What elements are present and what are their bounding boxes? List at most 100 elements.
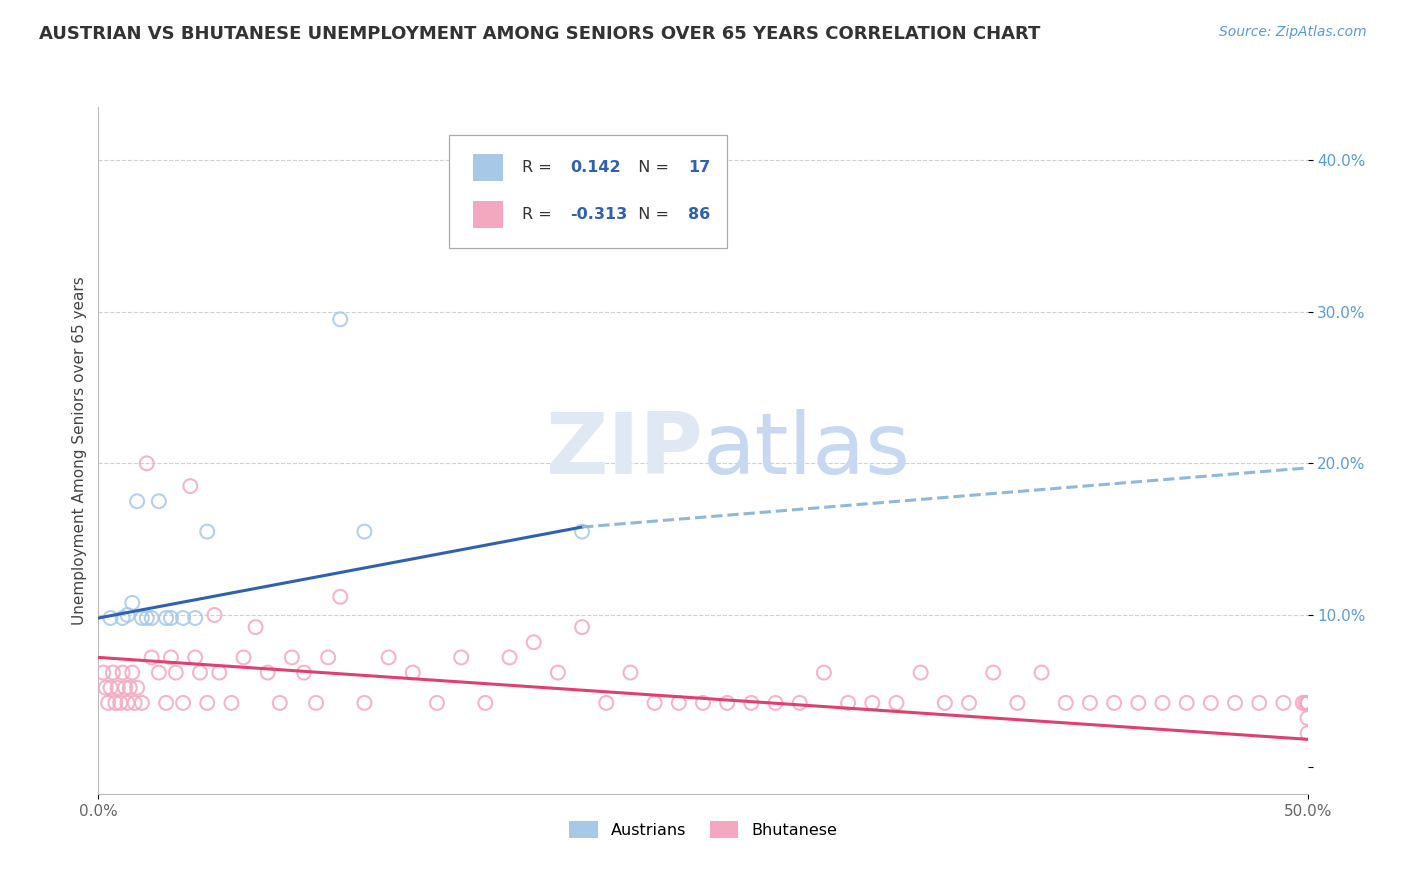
Point xyxy=(184,650,207,665)
Bar xyxy=(474,154,503,181)
Point xyxy=(204,607,226,622)
Point xyxy=(100,681,122,695)
Point xyxy=(1199,696,1222,710)
Point xyxy=(245,620,267,634)
Point xyxy=(813,665,835,680)
Text: R =: R = xyxy=(522,207,561,222)
Point xyxy=(292,665,315,680)
Point xyxy=(305,696,328,710)
Point xyxy=(571,524,593,539)
Point xyxy=(377,650,399,665)
Point xyxy=(1249,696,1271,710)
Point xyxy=(256,665,278,680)
Point xyxy=(426,696,449,710)
Point xyxy=(118,681,141,695)
Point xyxy=(716,696,738,710)
Point xyxy=(160,611,183,625)
Point xyxy=(547,665,569,680)
Point xyxy=(155,611,177,625)
Point xyxy=(668,696,690,710)
Point xyxy=(188,665,211,680)
Point xyxy=(131,611,153,625)
Point xyxy=(107,681,129,695)
Point xyxy=(121,596,143,610)
Point xyxy=(141,650,163,665)
Point xyxy=(172,611,194,625)
Point xyxy=(837,696,859,710)
Point xyxy=(111,611,134,625)
Point xyxy=(100,611,122,625)
Point xyxy=(316,650,339,665)
Point xyxy=(117,696,139,710)
Point xyxy=(329,590,352,604)
Point xyxy=(1223,696,1246,710)
Point xyxy=(886,696,908,710)
Bar xyxy=(474,201,503,228)
Legend: Austrians, Bhutanese: Austrians, Bhutanese xyxy=(562,815,844,844)
Point xyxy=(1296,711,1319,725)
Point xyxy=(91,665,114,680)
Point xyxy=(111,665,134,680)
Point xyxy=(155,696,177,710)
Text: R =: R = xyxy=(522,161,561,175)
Point xyxy=(1078,696,1101,710)
Point xyxy=(1296,696,1319,710)
Point xyxy=(1296,696,1319,710)
Point xyxy=(117,607,139,622)
Text: N =: N = xyxy=(628,207,673,222)
Point xyxy=(1007,696,1029,710)
Text: N =: N = xyxy=(628,161,673,175)
Point xyxy=(1294,696,1316,710)
Point xyxy=(789,696,811,710)
Point xyxy=(523,635,546,649)
Point xyxy=(1128,696,1150,710)
Text: atlas: atlas xyxy=(703,409,911,492)
Point xyxy=(127,494,149,508)
Point xyxy=(269,696,291,710)
Point xyxy=(94,681,117,695)
Point xyxy=(141,611,163,625)
Text: 17: 17 xyxy=(689,161,711,175)
Point xyxy=(1296,696,1319,710)
Point xyxy=(281,650,304,665)
Point xyxy=(765,696,787,710)
Point xyxy=(450,650,472,665)
Point xyxy=(353,524,375,539)
Point xyxy=(131,696,153,710)
Point xyxy=(1102,696,1125,710)
Point xyxy=(1031,665,1053,680)
Point xyxy=(127,681,149,695)
Point xyxy=(135,611,157,625)
Text: Source: ZipAtlas.com: Source: ZipAtlas.com xyxy=(1219,25,1367,39)
Point xyxy=(124,696,146,710)
Point xyxy=(208,665,231,680)
Point xyxy=(474,696,496,710)
Point xyxy=(1296,696,1319,710)
Point xyxy=(195,524,218,539)
Point xyxy=(957,696,980,710)
Point xyxy=(148,665,170,680)
Point xyxy=(121,665,143,680)
Point xyxy=(1054,696,1077,710)
Y-axis label: Unemployment Among Seniors over 65 years: Unemployment Among Seniors over 65 years xyxy=(72,277,87,624)
Text: ZIP: ZIP xyxy=(546,409,703,492)
Point xyxy=(114,681,136,695)
Point xyxy=(135,456,157,470)
Point xyxy=(184,611,207,625)
Point xyxy=(1296,726,1319,740)
Point xyxy=(571,620,593,634)
Point xyxy=(860,696,883,710)
Text: 86: 86 xyxy=(689,207,711,222)
Point xyxy=(104,696,127,710)
FancyBboxPatch shape xyxy=(449,135,727,248)
Point xyxy=(160,650,183,665)
Point xyxy=(692,696,714,710)
Point xyxy=(1175,696,1198,710)
Point xyxy=(740,696,762,710)
Point xyxy=(101,665,124,680)
Point xyxy=(595,696,617,710)
Point xyxy=(329,312,352,326)
Point xyxy=(1272,696,1295,710)
Point xyxy=(644,696,666,710)
Point xyxy=(910,665,932,680)
